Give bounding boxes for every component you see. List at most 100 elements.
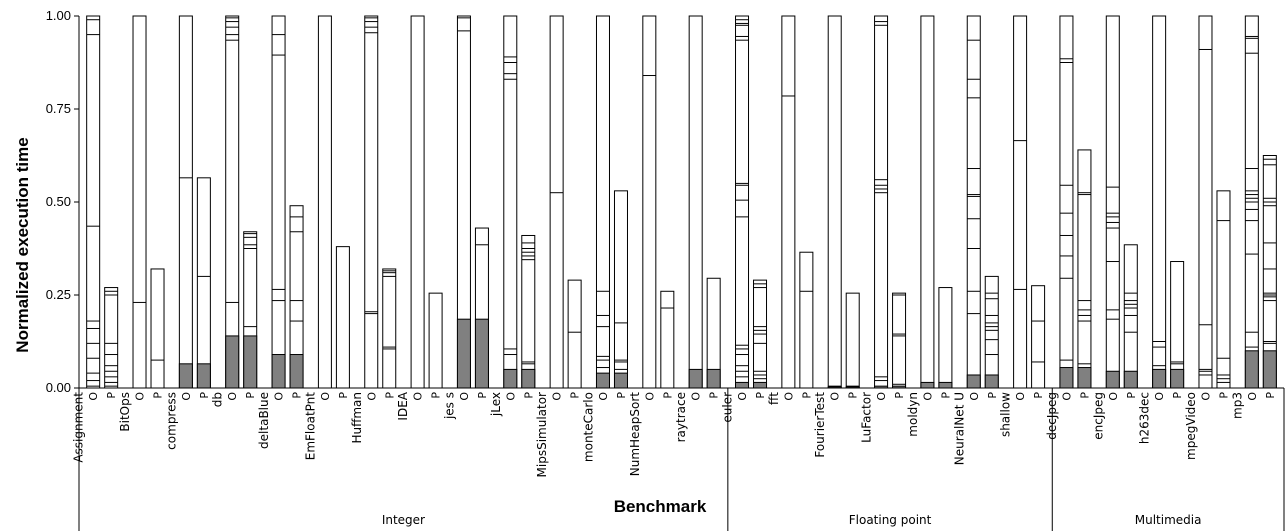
bar-jLex-P — [521, 234, 536, 389]
y-axis-title: Normalized execution time — [13, 137, 32, 352]
bar-Huffman-O — [364, 15, 379, 389]
benchmark-label: fft — [767, 392, 781, 405]
bar-dark-segment — [1105, 370, 1120, 389]
bar-encJpeg-P — [1123, 244, 1138, 389]
bar-dark-segment — [1123, 370, 1138, 389]
variant-label-P: P — [986, 392, 999, 399]
bar-db-O — [225, 15, 240, 389]
variant-label-O: O — [458, 392, 471, 401]
variant-label-P: P — [1171, 392, 1184, 399]
benchmark-label: MipsSimulator — [535, 392, 549, 478]
bar-shallow-P — [1031, 285, 1046, 389]
bar-dark-segment — [196, 363, 211, 389]
benchmark-label: LuFactor — [860, 392, 874, 443]
variant-label-P: P — [1078, 392, 1091, 399]
bar-EmFloatPnt-O — [317, 15, 332, 389]
bar-dark-segment — [1170, 368, 1185, 389]
benchmark-Huffman — [364, 15, 397, 389]
variant-label-O: O — [1060, 392, 1073, 401]
variant-label-O: O — [597, 392, 610, 401]
bar-jLex-O — [503, 15, 518, 389]
bar-decJpeg-O — [1059, 15, 1074, 389]
variant-label-O: O — [875, 392, 888, 401]
variant-label-O: O — [829, 392, 842, 401]
benchmark-label: encJpeg — [1091, 392, 1105, 440]
variant-label-P: P — [1217, 392, 1230, 399]
benchmark-h263dec — [1152, 15, 1185, 389]
variant-label-O: O — [412, 392, 425, 401]
variant-label-P: P — [476, 392, 489, 399]
y-axis: 0.00 0.25 0.50 0.75 1.00 — [46, 8, 80, 395]
variant-label-O: O — [690, 392, 703, 401]
bar-fft-P — [799, 251, 814, 389]
group-label: Integer — [382, 513, 425, 527]
bar-euler-O — [735, 15, 750, 389]
variant-label-O: O — [273, 392, 286, 401]
bar-dark-segment — [595, 372, 610, 389]
bar-h263dec-O — [1152, 15, 1167, 389]
variant-label-P: P — [291, 392, 304, 399]
benchmark-label: NumHeapSort — [628, 392, 642, 477]
bar-dark-segment — [474, 318, 489, 389]
bar-dark-segment — [1152, 368, 1167, 389]
bar-monteCarlo-O — [595, 15, 610, 389]
benchmark-Assignment — [86, 15, 119, 389]
bar-dark-segment — [243, 335, 258, 389]
bar-compress-O — [178, 15, 193, 389]
benchmark-jLex — [503, 15, 536, 389]
variant-label-P: P — [708, 392, 721, 399]
benchmark-EmFloatPnt — [317, 15, 350, 389]
variant-label-O: O — [1014, 392, 1027, 401]
benchmark-label: compress — [164, 392, 178, 450]
benchmark-NeuralNet — [966, 15, 999, 389]
bar-dark-segment — [225, 335, 240, 389]
benchmark-label: mp3 — [1230, 392, 1244, 419]
variant-label-O: O — [643, 392, 656, 401]
variant-label-O: O — [226, 392, 239, 401]
variant-label-O: O — [180, 392, 193, 401]
variant-label-O: O — [365, 392, 378, 401]
benchmark-euler — [735, 15, 768, 389]
bars-layer — [79, 15, 1284, 389]
bar-EmFloatPnt-P — [335, 246, 350, 389]
benchmark-moldyn — [920, 15, 953, 389]
benchmark-label: h263dec — [1138, 392, 1152, 444]
benchmark-label: Huffman — [350, 392, 364, 444]
bar-dark-segment — [984, 374, 999, 389]
benchmark-mpegVideo — [1198, 15, 1231, 389]
variant-label-O: O — [551, 392, 564, 401]
benchmark-fft — [781, 15, 814, 389]
bar-moldyn-O — [920, 15, 935, 389]
y-tick-label: 0.75 — [46, 101, 71, 116]
variant-label-P: P — [430, 392, 443, 399]
bar-dark-segment — [688, 368, 703, 389]
bar-dark-segment — [503, 368, 518, 389]
benchmark-jess — [456, 15, 489, 389]
y-tick-label: 1.00 — [46, 8, 71, 23]
variant-label-P: P — [244, 392, 257, 399]
variant-label-P: P — [800, 392, 813, 399]
bar-Huffman-P — [382, 268, 397, 389]
bar-IDEA-P — [428, 292, 443, 389]
bar-moldyn-P — [938, 287, 953, 389]
y-tick-label: 0.00 — [46, 380, 71, 395]
bar-Assignment-O — [86, 15, 101, 389]
benchmark-MipsSimulator — [549, 15, 582, 389]
benchmark-label: jes s — [442, 392, 456, 420]
bar-dark-segment — [753, 381, 768, 389]
variant-label-O: O — [134, 392, 147, 401]
bar-MipsSimulator-O — [549, 15, 564, 389]
benchmark-IDEA — [410, 15, 443, 389]
bar-dark-segment — [706, 368, 721, 389]
benchmark-mp3 — [1244, 15, 1277, 389]
bar-encJpeg-O — [1105, 15, 1120, 389]
bar-dark-segment — [1262, 350, 1277, 389]
variant-label-P: P — [939, 392, 952, 399]
variant-label-P: P — [1125, 392, 1138, 399]
benchmark-label: moldyn — [906, 392, 920, 437]
benchmark-label: EmFloatPnt — [303, 392, 317, 461]
variant-label-P: P — [615, 392, 628, 399]
variant-label-O: O — [1107, 392, 1120, 401]
variant-label-P: P — [1032, 392, 1045, 399]
benchmark-label: deltaBlue — [257, 392, 271, 449]
